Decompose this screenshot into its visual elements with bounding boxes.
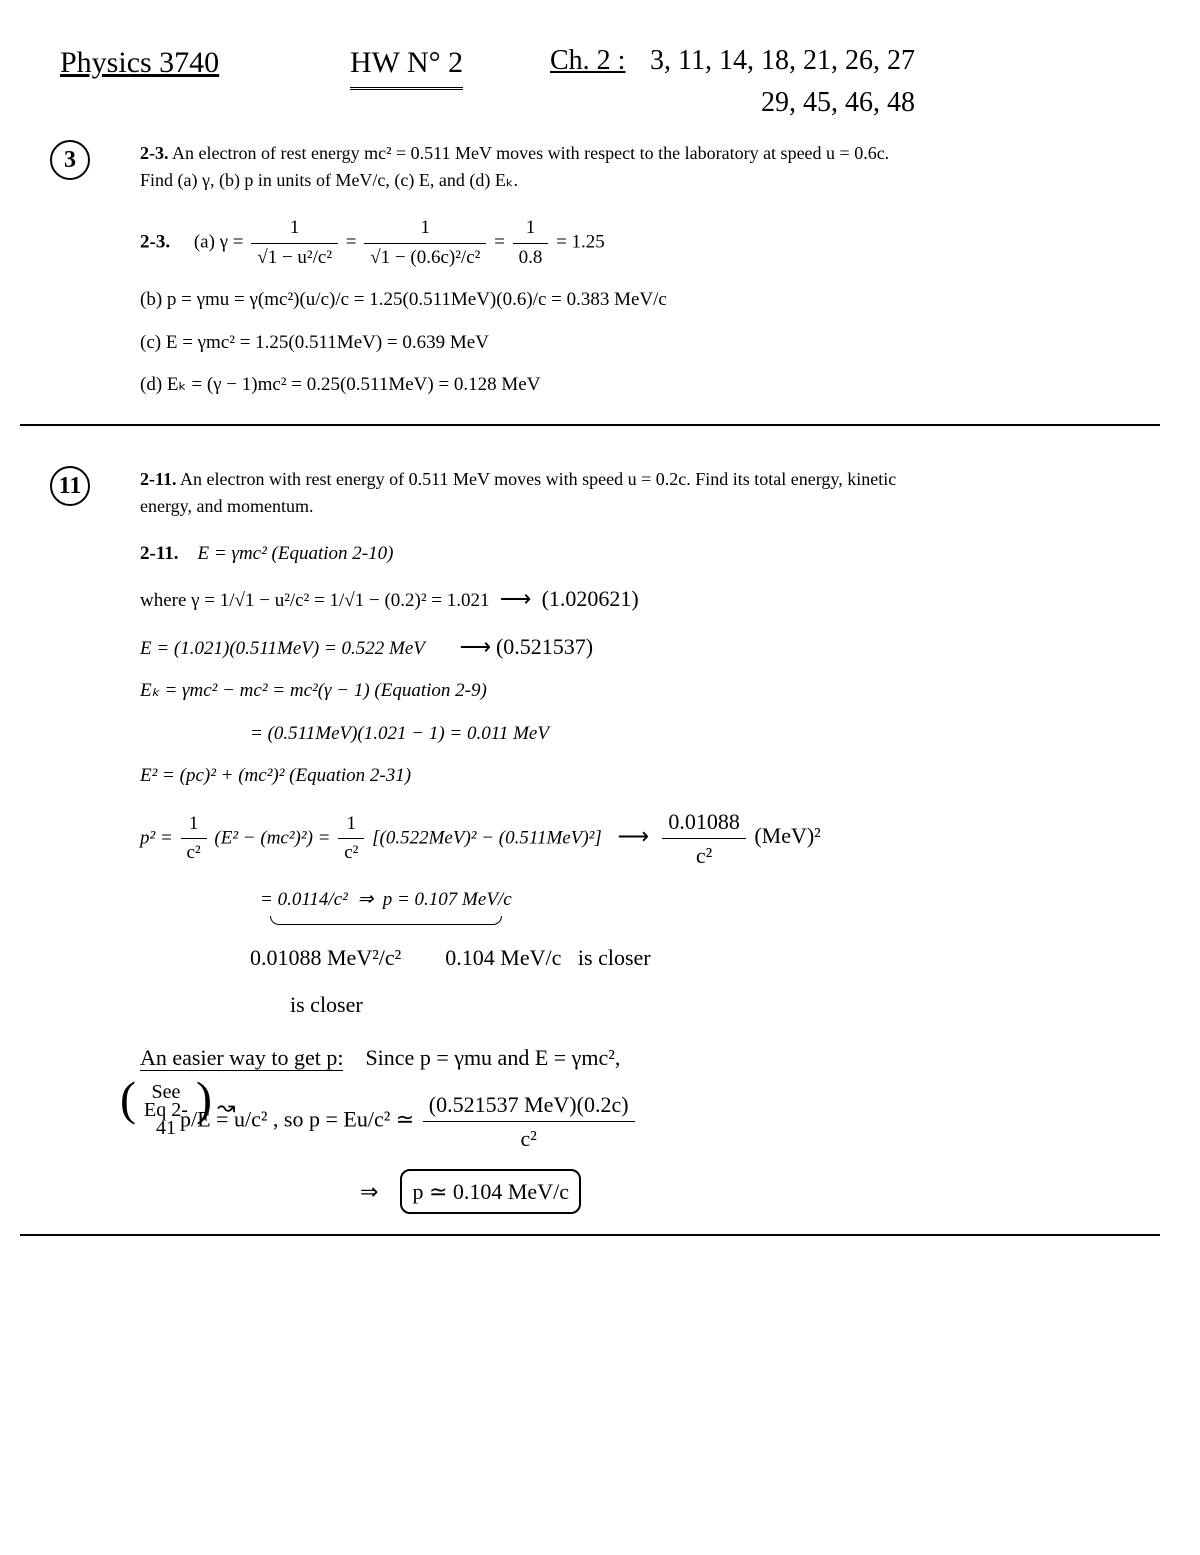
easier-since: Since p = γmu and E = γmc², — [365, 1045, 620, 1070]
problem-3-text: An electron of rest energy mc² = 0.511 M… — [140, 143, 889, 190]
arrow-icon: ⟶ — [460, 634, 492, 659]
problem-3: 3 2-3. An electron of rest energy mc² = … — [60, 140, 1140, 400]
divider-1 — [20, 424, 1160, 426]
problem-11-statement: 2-11. An electron with rest energy of 0.… — [140, 466, 900, 520]
sol-11-l6: E² = (pc)² + (mc²)² (Equation 2-31) — [140, 762, 1140, 791]
sol-11-l7: p² = 1 c² (E² − (mc²)²) = 1 c² [(0.522Me… — [140, 805, 1140, 872]
sol-3a: 2-3. (a) γ = 1 √1 − u²/c² = 1 √1 − (0.6c… — [140, 214, 1140, 272]
sol-11-label: 2-11. — [140, 543, 179, 564]
implies-icon: ⇒ — [360, 1179, 378, 1204]
problem-3-label: 2-3. — [140, 143, 169, 163]
ub2: 0.104 MeV/c — [445, 945, 561, 970]
problem-3-statement: 2-3. An electron of rest energy mc² = 0.… — [140, 140, 900, 194]
easier-title: An easier way to get p: — [140, 1045, 343, 1071]
hand-p2: 0.01088 c² (MeV)² — [659, 823, 820, 848]
sol-3b: (b) p = γmu = γ(mc²)(u/c)/c = 1.25(0.511… — [140, 286, 1140, 315]
sol-3a-rhs: = 1.25 — [556, 231, 605, 252]
side-note: ( See Eq 2-41 ) ↝ — [120, 1083, 235, 1137]
problem-3-solution: 2-3. (a) γ = 1 √1 − u²/c² = 1 √1 − (0.6c… — [140, 214, 1140, 400]
sol-3d: (d) Eₖ = (γ − 1)mc² = 0.25(0.511MeV) = 0… — [140, 371, 1140, 400]
sol-3c: (c) E = γmc² = 1.25(0.511MeV) = 0.639 Me… — [140, 329, 1140, 358]
problem-11: 11 2-11. An electron with rest energy of… — [60, 466, 1140, 1215]
sol-11-l2: where γ = 1/√1 − u²/c² = 1/√1 − (0.2)² =… — [140, 582, 1140, 616]
sol-11-underbraces: 0.01088 MeV²/c² 0.104 MeV/c is closer — [250, 941, 1140, 974]
divider-2 — [20, 1234, 1160, 1236]
frac-1: 1 √1 − u²/c² — [251, 214, 338, 272]
problem-11-label: 2-11. — [140, 469, 177, 489]
sol-11-l8: = 0.0114/c² ⇒ p = 0.107 MeV/c — [260, 886, 1140, 928]
problems-line-2: 29, 45, 46, 48 — [761, 87, 915, 118]
problems-line-1: 3, 11, 14, 18, 21, 26, 27 — [650, 45, 915, 76]
sol-3-label: 2-3. — [140, 231, 170, 252]
page-header: Physics 3740 HW N° 2 Ch. 2 : 3, 11, 14, … — [60, 40, 1140, 130]
ub2-note: is closer — [578, 945, 651, 970]
problem-list: 3, 11, 14, 18, 21, 26, 27 29, 45, 46, 48 — [650, 40, 915, 124]
sol-11-l5: = (0.511MeV)(1.021 − 1) = 0.011 MeV — [250, 720, 1140, 749]
course-name: Physics 3740 — [60, 40, 219, 85]
easier-result-line: ⇒ p ≃ 0.104 MeV/c — [360, 1169, 1140, 1214]
easier-frac: (0.521537 MeV)(0.2c) c² — [423, 1088, 635, 1155]
problem-11-marker: 11 — [50, 466, 90, 506]
sol-3a-lhs: (a) γ = — [194, 231, 244, 252]
sol-11-l3: E = (1.021)(0.511MeV) = 0.522 MeV ⟶ (0.5… — [140, 630, 1140, 664]
hw-title: HW N° 2 — [350, 40, 463, 90]
arrow-icon: ⟶ — [607, 823, 655, 848]
chapter-label: Ch. 2 : — [550, 40, 625, 82]
arrow-icon: ⟶ — [494, 586, 537, 611]
sol-11-l1: 2-11. E = γmc² (Equation 2-10) — [140, 540, 1140, 569]
frac-3: 1 0.8 — [513, 214, 549, 272]
problem-11-text: An electron with rest energy of 0.511 Me… — [140, 469, 896, 516]
problem-11-solution: 2-11. E = γmc² (Equation 2-10) where γ =… — [140, 540, 1140, 1215]
frac-p2-2: 1 c² — [338, 810, 364, 868]
frac-2: 1 √1 − (0.6c)²/c² — [364, 214, 486, 272]
ub1: 0.01088 MeV²/c² — [250, 945, 401, 970]
easier-way: An easier way to get p: Since p = γmu an… — [140, 1041, 1140, 1074]
easier-derive: ( See Eq 2-41 ) ↝ p/E = u/c² , so p = Eu… — [180, 1088, 1140, 1155]
boxed-result: p ≃ 0.104 MeV/c — [400, 1169, 581, 1214]
problem-3-marker: 3 — [50, 140, 90, 180]
hand-E: (0.521537) — [496, 634, 593, 659]
ub1-note: is closer — [290, 988, 1140, 1021]
underbrace-1: = 0.0114/c² ⇒ p = 0.107 MeV/c — [260, 886, 512, 928]
hand-gamma: (1.020621) — [542, 586, 639, 611]
frac-p2-1: 1 c² — [181, 810, 207, 868]
sol-11-l4: Eₖ = γmc² − mc² = mc²(γ − 1) (Equation 2… — [140, 677, 1140, 706]
